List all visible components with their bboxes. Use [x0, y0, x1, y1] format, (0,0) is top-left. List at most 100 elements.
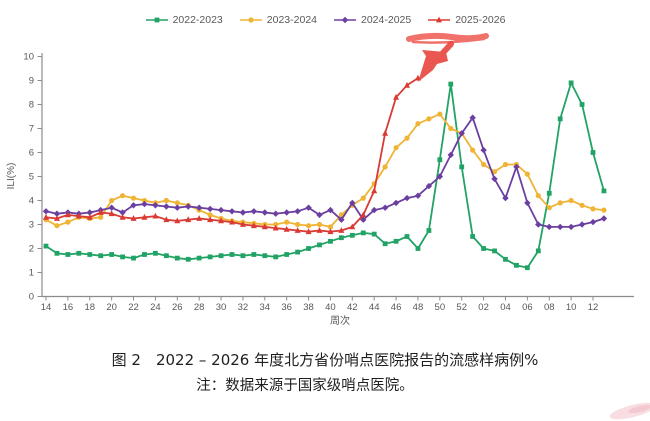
data-point [415, 121, 421, 127]
data-point [196, 255, 202, 261]
data-point [349, 223, 356, 230]
data-point [601, 188, 607, 194]
chart-legend: 2022-2023 2023-2024 2024-2025 2025-2026 [0, 10, 650, 30]
data-point [284, 252, 290, 257]
data-point [470, 234, 476, 239]
data-point [328, 238, 333, 244]
data-point [218, 217, 225, 224]
data-point [43, 213, 49, 220]
data-point [425, 182, 433, 190]
x-tick-label: 14 [41, 302, 52, 313]
data-point [535, 248, 541, 254]
data-point [217, 206, 225, 214]
data-point [174, 255, 180, 261]
y-tick-label: 5 [29, 172, 34, 183]
data-point [546, 223, 553, 231]
data-point [174, 217, 181, 224]
legend-item-2023-2024: 2023-2024 [239, 14, 317, 26]
data-point [87, 252, 93, 257]
legend-label: 2025-2026 [455, 14, 506, 26]
y-tick-label: 6 [29, 148, 34, 159]
data-point [42, 208, 50, 215]
data-point [360, 211, 367, 218]
data-point [273, 221, 279, 228]
data-point [228, 208, 236, 215]
data-point [535, 193, 541, 199]
x-tick-label: 50 [435, 302, 446, 313]
x-tick-label: 30 [216, 302, 227, 313]
x-tick-label: 02 [478, 302, 489, 313]
data-point [459, 164, 465, 170]
y-tick-label: 4 [29, 196, 34, 207]
data-point [316, 211, 323, 219]
legend-item-2022-2023: 2022-2023 [145, 14, 223, 26]
x-axis-label: 周次 [330, 314, 350, 327]
data-point [131, 255, 136, 261]
figure-caption: 图 2 2022 – 2026 年度北方省份哨点医院报告的流感样病例% [111, 351, 539, 369]
data-point [371, 187, 378, 194]
data-point [130, 215, 137, 221]
data-point [240, 253, 246, 259]
x-tick-label: 20 [106, 302, 117, 313]
data-point [283, 225, 290, 232]
data-point [437, 157, 443, 163]
data-point [415, 246, 421, 251]
series-2024-2025 [42, 114, 608, 231]
data-point [251, 252, 257, 257]
data-point [284, 219, 290, 225]
data-point [503, 256, 508, 262]
data-point [349, 199, 356, 207]
data-point [218, 253, 224, 259]
data-point [437, 111, 443, 117]
data-point [338, 227, 345, 233]
data-point [174, 204, 181, 211]
data-point [491, 169, 498, 175]
data-point [568, 80, 574, 86]
series-2022-2023 [43, 80, 607, 271]
data-point [108, 204, 115, 211]
data-point [229, 252, 235, 257]
data-point [86, 213, 93, 220]
data-point [272, 210, 279, 217]
data-point [436, 173, 444, 180]
data-point [327, 224, 334, 230]
data-point [579, 102, 585, 107]
data-point [524, 199, 531, 207]
data-point [327, 228, 334, 235]
data-point [174, 200, 180, 206]
data-point [557, 200, 563, 206]
data-point [327, 206, 334, 214]
data-point [414, 192, 422, 199]
data-point [109, 252, 115, 257]
data-point [185, 203, 192, 210]
y-tick-label: 10 [23, 52, 34, 63]
data-point [360, 216, 367, 223]
x-tick-label: 22 [128, 302, 139, 313]
data-point [426, 116, 432, 122]
data-point [524, 171, 530, 177]
legend-label: 2022-2023 [172, 14, 223, 26]
x-tick-label: 18 [84, 302, 95, 313]
data-point [152, 202, 159, 209]
data-point [98, 214, 104, 220]
data-point [185, 216, 192, 223]
x-tick-label: 32 [238, 302, 249, 313]
data-point [153, 250, 158, 256]
diamond-legend-marker-icon [334, 16, 356, 24]
data-point [163, 203, 170, 210]
data-point [480, 146, 487, 154]
data-point [393, 93, 400, 100]
data-point [207, 216, 214, 223]
data-point [250, 208, 258, 215]
data-point [306, 246, 311, 251]
data-point [524, 265, 530, 271]
data-point [206, 205, 214, 213]
data-point [382, 241, 388, 247]
data-point [404, 81, 411, 88]
data-point [239, 221, 246, 227]
data-point [54, 223, 60, 229]
data-point [261, 223, 268, 230]
data-point [86, 209, 93, 216]
